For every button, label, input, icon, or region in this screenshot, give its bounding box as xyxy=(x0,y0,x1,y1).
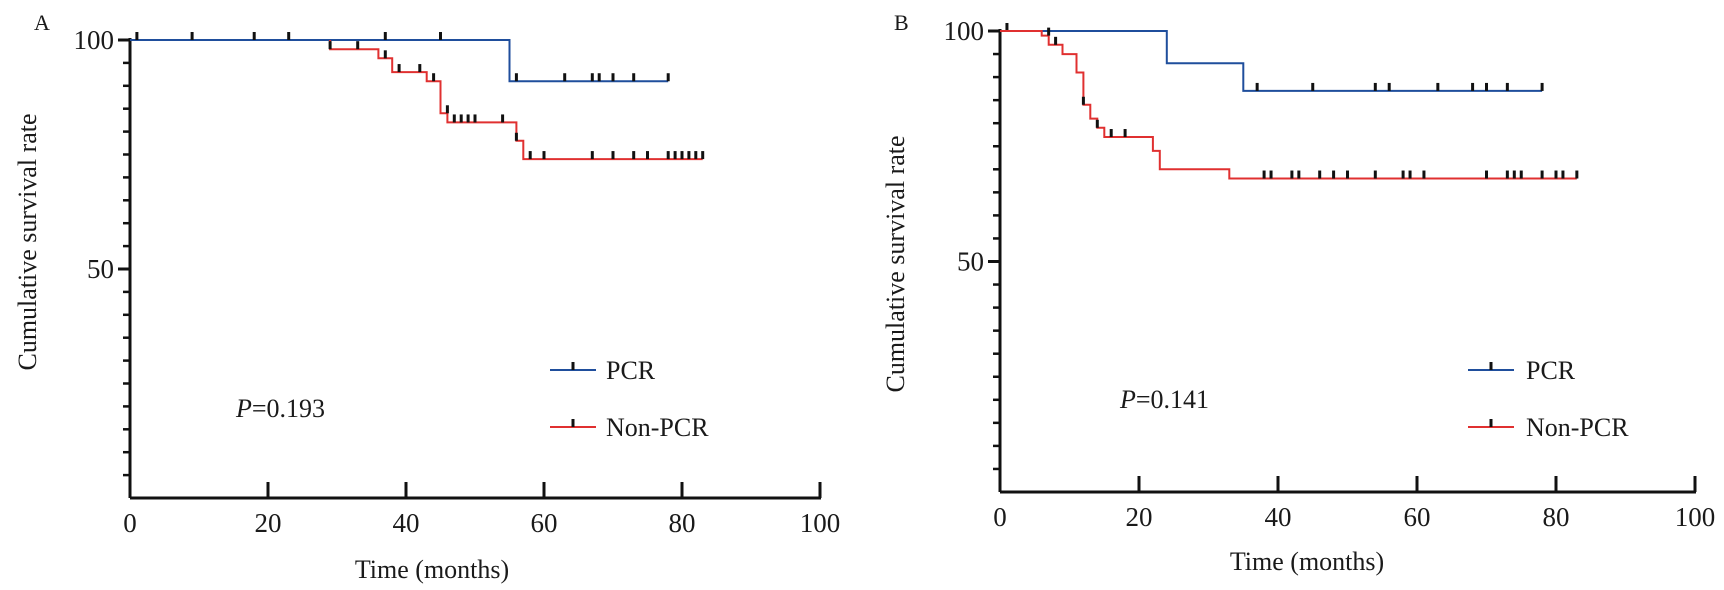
legend: PCR Non-PCR xyxy=(1468,356,1629,442)
y-tick-label: 100 xyxy=(944,16,985,46)
p-value-symbol: P xyxy=(235,394,252,423)
x-tick-label: 0 xyxy=(993,502,1007,532)
x-axis-label: Time (months) xyxy=(1230,547,1384,576)
y-tick-label: 50 xyxy=(957,247,984,277)
y-tick-label: 50 xyxy=(87,254,114,284)
x-tick-label: 60 xyxy=(1404,502,1431,532)
p-value-annotation: P=0.141 xyxy=(1119,385,1209,414)
series-line xyxy=(1000,30,1577,180)
panel-label: B xyxy=(894,10,909,35)
p-value-symbol: P xyxy=(1119,385,1136,414)
y-axis-label: Cumulative survival rate xyxy=(13,113,42,370)
panel-b: B Cumulative survival rate Time (months)… xyxy=(881,10,1715,576)
x-tick-label: 40 xyxy=(1265,502,1292,532)
x-tick-label: 80 xyxy=(669,508,696,538)
legend-item-non-pcr: Non-PCR xyxy=(550,413,709,442)
x-tick-label: 100 xyxy=(800,508,841,538)
x-tick-label: 40 xyxy=(393,508,420,538)
series-line xyxy=(1000,30,1543,92)
y-axis-label: Cumulative survival rate xyxy=(881,135,910,392)
axes: 50 100 0 20 40 60 80 100 xyxy=(74,25,841,538)
panel-label: A xyxy=(34,10,50,35)
legend-label: Non-PCR xyxy=(1526,413,1629,442)
legend-item-pcr: PCR xyxy=(1468,356,1576,385)
series-line xyxy=(130,39,669,83)
x-tick-label: 80 xyxy=(1543,502,1570,532)
legend-label: Non-PCR xyxy=(606,413,709,442)
legend-item-pcr: PCR xyxy=(550,356,656,385)
p-value-text: =0.141 xyxy=(1136,385,1209,414)
plot-area xyxy=(1000,23,1579,180)
x-tick-label: 20 xyxy=(1126,502,1153,532)
axes: 50 100 0 20 40 60 80 100 xyxy=(944,16,1716,532)
y-tick-label: 100 xyxy=(74,25,115,55)
legend-label: PCR xyxy=(1526,356,1576,385)
legend: PCR Non-PCR xyxy=(550,356,709,442)
x-tick-label: 100 xyxy=(1675,502,1716,532)
p-value-text: =0.193 xyxy=(252,394,325,423)
legend-item-non-pcr: Non-PCR xyxy=(1468,413,1629,442)
p-value-annotation: P=0.193 xyxy=(235,394,325,423)
x-tick-label: 60 xyxy=(531,508,558,538)
panel-a: A Cumulative survival rate Time (months)… xyxy=(13,10,840,584)
x-axis-label: Time (months) xyxy=(355,555,509,584)
x-tick-label: 0 xyxy=(123,508,137,538)
legend-label: PCR xyxy=(606,356,656,385)
x-tick-label: 20 xyxy=(255,508,282,538)
plot-area xyxy=(130,32,705,161)
series-line xyxy=(329,40,703,161)
